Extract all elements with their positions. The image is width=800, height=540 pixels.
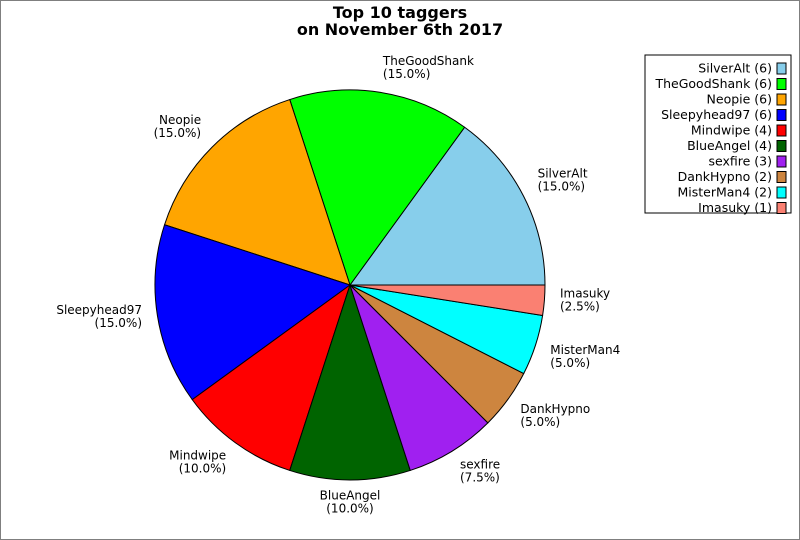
slice-label-silveralt: SilverAlt	[538, 166, 588, 180]
legend-swatch-mindwipe	[776, 124, 787, 137]
slice-label-imasuky: Imasuky	[560, 287, 610, 301]
legend-swatch-dankhypno	[776, 171, 787, 183]
legend-swatch-silveralt	[776, 62, 787, 75]
legend-box	[644, 54, 792, 214]
slice-label-sexfire: sexfire	[460, 458, 500, 472]
slice-percent-sexfire: (7.5%)	[460, 471, 500, 485]
slice-label-neopie: Neopie	[159, 113, 201, 127]
slice-labels: SilverAlt(15.0%)TheGoodShank(15.0%)Neopi…	[56, 54, 620, 516]
slice-label-sleepyhead97: Sleepyhead97	[56, 303, 142, 317]
legend-label-thegoodshank: TheGoodShank (6)	[654, 76, 772, 91]
legend-swatch-blueangel	[776, 140, 787, 152]
slice-percent-thegoodshank: (15.0%)	[383, 67, 430, 81]
slice-percent-misterman4: (5.0%)	[550, 356, 590, 370]
chart-title-line-2: on November 6th 2017	[297, 20, 503, 39]
pie-slices	[154, 89, 546, 481]
pie-slice-imasuky	[349, 284, 546, 316]
slice-percent-silveralt: (15.0%)	[538, 179, 585, 193]
legend-label-sexfire: sexfire (3)	[709, 154, 773, 169]
slice-percent-blueangel: (10.0%)	[326, 502, 373, 516]
chart-title-line-1: Top 10 taggers	[333, 3, 467, 22]
legend-swatch-imasuky	[776, 202, 787, 214]
legend-label-mindwipe: Mindwipe (4)	[691, 123, 772, 138]
slice-label-misterman4: MisterMan4	[550, 343, 620, 357]
slice-percent-neopie: (15.0%)	[154, 126, 201, 140]
pie-slice-thegoodshank	[289, 89, 466, 286]
legend-swatch-neopie	[776, 93, 787, 106]
legend-label-imasuky: Imasuky (1)	[698, 200, 772, 215]
legend-swatch-misterman4	[776, 186, 787, 199]
slice-percent-imasuky: (2.5%)	[560, 300, 600, 314]
legend-swatch-sleepyhead97	[776, 109, 787, 121]
slice-percent-mindwipe: (10.0%)	[179, 461, 226, 475]
pie-slice-blueangel	[289, 284, 411, 481]
legend-label-neopie: Neopie (6)	[707, 92, 772, 107]
slice-percent-dankhypno: (5.0%)	[520, 415, 560, 429]
legend: SilverAlt (6)TheGoodShank (6)Neopie (6)S…	[644, 54, 792, 215]
pie-slice-sleepyhead97	[154, 224, 351, 401]
slice-label-thegoodshank: TheGoodShank	[382, 54, 474, 68]
pie-slice-mindwipe	[191, 284, 351, 471]
slice-label-blueangel: BlueAngel	[320, 489, 381, 503]
legend-label-blueangel: BlueAngel (4)	[687, 138, 772, 153]
legend-label-silveralt: SilverAlt (6)	[698, 61, 772, 76]
legend-label-sleepyhead97: Sleepyhead97 (6)	[661, 107, 772, 122]
slice-percent-sleepyhead97: (15.0%)	[95, 316, 142, 330]
legend-swatch-thegoodshank	[776, 78, 787, 90]
slice-label-mindwipe: Mindwipe	[169, 448, 226, 462]
pie-slice-silveralt	[349, 126, 546, 286]
slice-label-dankhypno: DankHypno	[520, 402, 590, 416]
legend-label-misterman4: MisterMan4 (2)	[677, 185, 772, 200]
legend-label-dankhypno: DankHypno (2)	[678, 169, 772, 184]
pie-slice-neopie	[164, 99, 351, 286]
legend-swatch-sexfire	[776, 155, 787, 168]
